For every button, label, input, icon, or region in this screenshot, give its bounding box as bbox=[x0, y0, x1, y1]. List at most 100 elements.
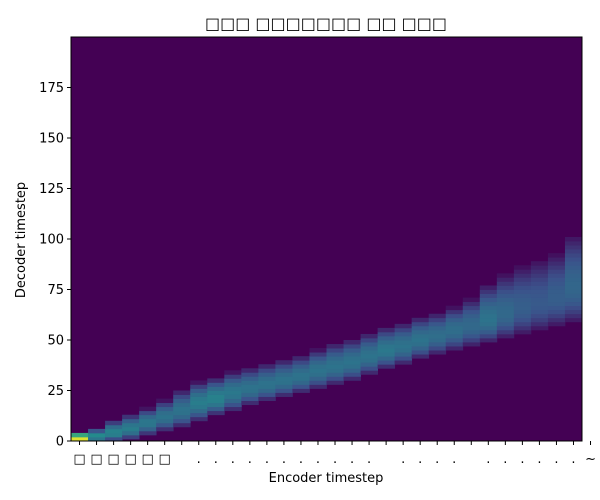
heatmap-cell bbox=[309, 376, 327, 381]
x-tick-label: . bbox=[367, 452, 371, 467]
heatmap-cell bbox=[258, 368, 276, 373]
heatmap-cell bbox=[564, 269, 583, 274]
x-tick-label: . bbox=[486, 452, 490, 467]
heatmap-cell bbox=[530, 325, 549, 331]
heatmap-cell bbox=[547, 261, 566, 266]
heatmap-cell bbox=[411, 350, 430, 355]
heatmap-cell bbox=[377, 364, 396, 369]
heatmap-cell bbox=[105, 420, 123, 426]
heatmap-cell bbox=[547, 321, 566, 327]
heatmap-cell bbox=[530, 289, 549, 294]
heatmap-cell bbox=[190, 384, 208, 389]
heatmap-cell bbox=[479, 333, 498, 339]
heatmap-cell bbox=[530, 265, 549, 270]
y-tick-label: 100 bbox=[39, 233, 64, 248]
heatmap-cell bbox=[326, 352, 344, 357]
x-tick-label: □ bbox=[124, 452, 136, 467]
heatmap-cell bbox=[513, 321, 532, 327]
heatmap-cell bbox=[428, 321, 447, 327]
heatmap-cell bbox=[207, 410, 225, 416]
x-axis-label: Encoder timestep bbox=[269, 471, 384, 486]
heatmap-cell bbox=[190, 388, 208, 393]
x-tick-label: . bbox=[503, 452, 507, 467]
heatmap-cell bbox=[309, 372, 327, 377]
heatmap-cell bbox=[156, 418, 174, 424]
heatmap-cell bbox=[173, 410, 191, 416]
heatmap-cell bbox=[428, 350, 447, 355]
heatmap-cell bbox=[71, 432, 89, 438]
y-tick-label: 150 bbox=[39, 132, 64, 147]
heatmap-cell bbox=[207, 402, 225, 408]
heatmap-cell bbox=[377, 348, 396, 353]
heatmap-cell bbox=[496, 285, 515, 290]
heatmap-cell bbox=[445, 321, 464, 327]
heatmap-cell bbox=[139, 414, 157, 420]
heatmap-cell bbox=[309, 384, 327, 389]
heatmap-cell bbox=[496, 281, 515, 286]
heatmap-cell bbox=[326, 380, 344, 385]
heatmap-cell bbox=[496, 277, 515, 282]
heatmap-cell bbox=[564, 245, 583, 250]
heatmap-cell bbox=[309, 352, 327, 357]
heatmap-cell bbox=[360, 354, 378, 359]
heatmap-cell bbox=[275, 376, 293, 381]
heatmap-cell bbox=[122, 422, 140, 428]
heatmap-cell bbox=[292, 376, 310, 381]
heatmap-cell bbox=[411, 333, 430, 339]
heatmap-cell bbox=[343, 364, 361, 369]
heatmap-cell bbox=[156, 406, 174, 412]
heatmap-cell bbox=[122, 430, 140, 436]
heatmap-cell bbox=[564, 313, 583, 319]
heatmap-cell bbox=[360, 342, 378, 347]
x-tick-label: . bbox=[282, 452, 286, 467]
x-axis: □ □ □ □ □ □..................... ~ bbox=[73, 441, 596, 467]
heatmap-cell bbox=[513, 309, 532, 315]
x-tick-label: □ bbox=[90, 452, 102, 467]
heatmap-cell bbox=[139, 422, 157, 428]
heatmap-cell bbox=[258, 364, 276, 369]
heatmap-cell bbox=[564, 257, 583, 262]
heatmap-cell bbox=[139, 430, 157, 436]
heatmap-cell bbox=[513, 277, 532, 282]
heatmap-cell bbox=[564, 281, 583, 286]
heatmap-cell bbox=[241, 380, 259, 385]
heatmap-cell bbox=[292, 388, 310, 393]
heatmap-cell bbox=[564, 273, 583, 278]
heatmap-cell bbox=[530, 305, 549, 311]
heatmap-cell bbox=[156, 426, 174, 432]
heatmap-cell bbox=[530, 273, 549, 278]
heatmap-cell bbox=[360, 350, 378, 355]
heatmap-cell bbox=[530, 293, 549, 298]
heatmap-cell bbox=[105, 428, 123, 434]
x-tick-label: □ bbox=[159, 452, 171, 467]
heatmap-cell bbox=[479, 289, 498, 294]
heatmap-cell bbox=[547, 281, 566, 286]
heatmap-cell bbox=[496, 317, 515, 323]
heatmap-cell bbox=[547, 253, 566, 258]
heatmap-cell bbox=[513, 301, 532, 307]
heatmap-cells bbox=[71, 236, 583, 442]
heatmap-cell bbox=[564, 261, 583, 266]
heatmap-cell bbox=[173, 394, 191, 399]
heatmap-cell bbox=[394, 323, 413, 329]
heatmap-cell bbox=[326, 376, 344, 381]
heatmap-cell bbox=[343, 372, 361, 377]
heatmap-cell bbox=[292, 380, 310, 385]
heatmap-cell bbox=[241, 376, 259, 381]
heatmap-cell bbox=[496, 309, 515, 315]
heatmap-cell bbox=[122, 434, 140, 440]
heatmap-cell bbox=[343, 376, 361, 381]
heatmap-cell bbox=[513, 329, 532, 335]
heatmap-cell bbox=[496, 297, 515, 303]
heatmap-cell bbox=[173, 418, 191, 424]
heatmap-cell bbox=[479, 325, 498, 331]
heatmap-cell bbox=[190, 400, 208, 406]
heatmap-cell bbox=[122, 426, 140, 432]
x-tick-label: . bbox=[214, 452, 218, 467]
x-tick-label: . bbox=[265, 452, 269, 467]
y-tick-label: 75 bbox=[47, 283, 64, 298]
heatmap-cell bbox=[479, 305, 498, 311]
heatmap-cell bbox=[224, 394, 242, 399]
heatmap-cell bbox=[479, 309, 498, 315]
heatmap-cell bbox=[428, 313, 447, 319]
